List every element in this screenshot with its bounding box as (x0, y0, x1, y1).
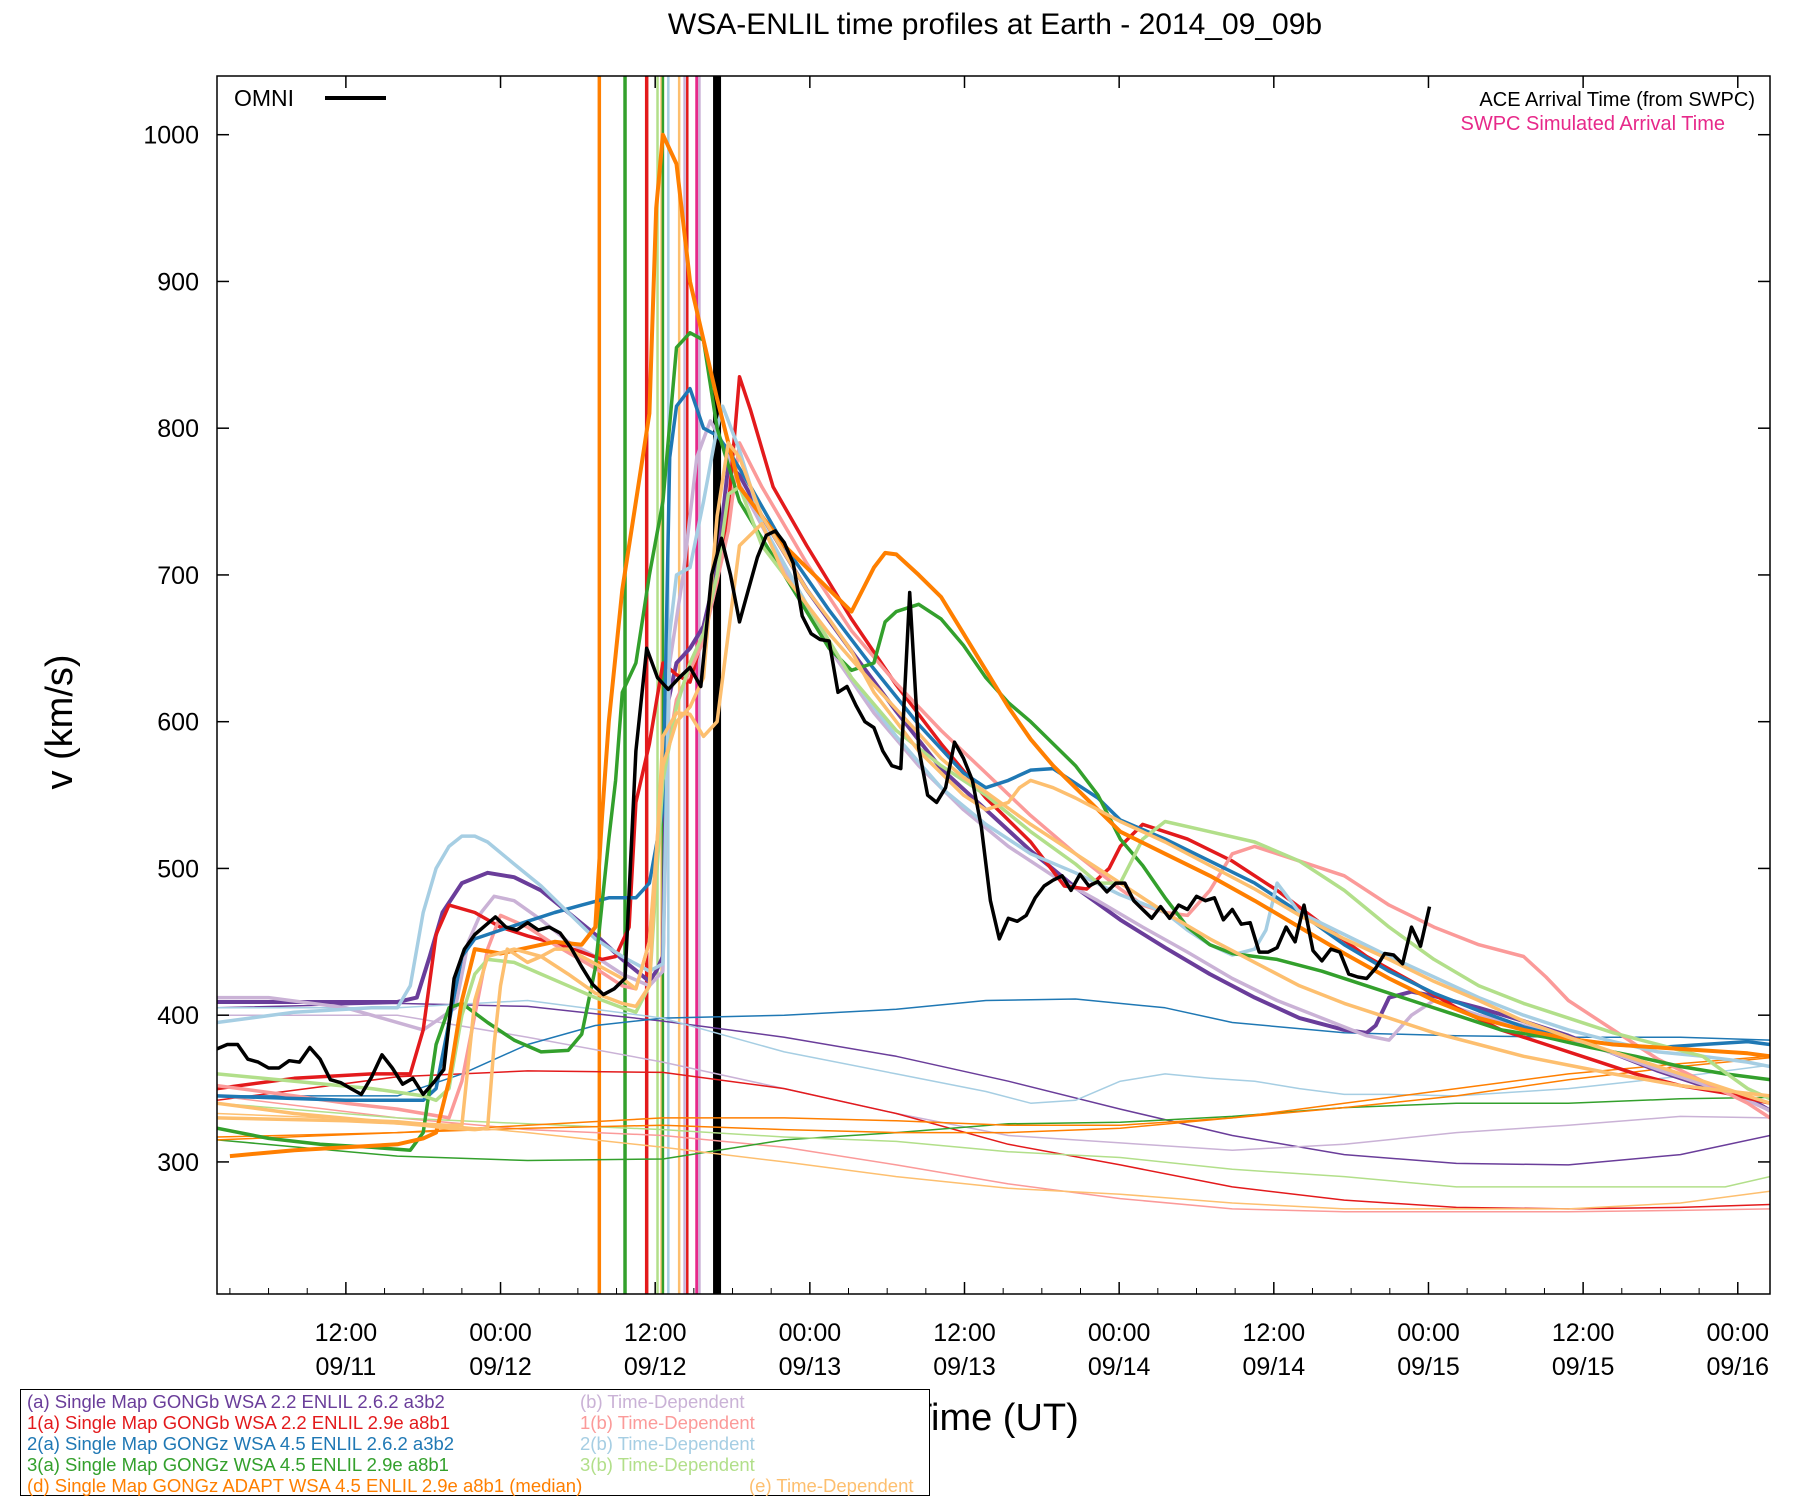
x-tick-time: 12:00 (315, 1319, 378, 1347)
series-e (217, 1112, 1770, 1210)
legend-ace-arrival: ACE Arrival Time (from SWPC) (1479, 89, 1755, 111)
y-tick-label: 300 (157, 1149, 199, 1177)
series-3a (217, 1096, 1770, 1162)
chart-title: WSA-ENLIL time profiles at Earth - 2014_… (668, 8, 1322, 41)
x-tick-date: 09/13 (933, 1353, 996, 1381)
legend-label-d: (d) Single Map GONGz ADAPT WSA 4.5 ENLIL… (27, 1475, 583, 1496)
legend-label-3a: 3(a) Single Map GONGz WSA 4.5 ENLIL 2.9e… (27, 1454, 449, 1475)
x-tick-time: 00:00 (1088, 1319, 1151, 1347)
legend-swpc-simulated: SWPC Simulated Arrival Time (1460, 113, 1725, 135)
x-tick-date: 09/12 (624, 1353, 687, 1381)
series-2a (217, 998, 1770, 1097)
x-tick-time: 00:00 (1397, 1319, 1460, 1347)
x-tick-date: 09/14 (1243, 1353, 1306, 1381)
y-axis: 300 400 500 600 700 800 900 1000 (143, 122, 1770, 1177)
series-2b (217, 999, 1770, 1104)
x-tick-time: 12:00 (1243, 1319, 1306, 1347)
x-tick-time: 12:00 (624, 1319, 687, 1347)
series-d (217, 1056, 1770, 1138)
series-e (217, 521, 1770, 1127)
legend-row: 2(a) Single Map GONGz WSA 4.5 ENLIL 2.6.… (27, 1433, 755, 1455)
series-3a (217, 331, 1770, 1152)
x-tick-time: 00:00 (469, 1319, 532, 1347)
x-tick-time: 00:00 (779, 1319, 842, 1347)
series-b (217, 1014, 1770, 1151)
series-d (229, 132, 1770, 1159)
series-e (217, 441, 1770, 1132)
legend-row: (d) Single Map GONGz ADAPT WSA 4.5 ENLIL… (27, 1475, 914, 1497)
y-tick-label: 800 (157, 415, 199, 443)
series-d (217, 1055, 1770, 1141)
x-axis: 12:00 09/11 00:00 09/12 12:00 09/12 00:00 09/13… (229, 76, 1769, 1381)
y-tick-label: 1000 (143, 122, 199, 150)
legend-label-a: (a) Single Map GONGb WSA 2.2 ENLIL 2.6.2… (27, 1391, 445, 1412)
plot-frame (216, 75, 1771, 1295)
legend-label-2a: 2(a) Single Map GONGz WSA 4.5 ENLIL 2.6.… (27, 1433, 455, 1454)
y-tick-label: 600 (157, 709, 199, 737)
series-a (217, 1002, 1770, 1166)
model-legend: (a) Single Map GONGb WSA 2.2 ENLIL 2.6.2… (20, 1389, 930, 1496)
y-tick-label: 400 (157, 1002, 199, 1030)
series-1a (217, 1070, 1770, 1210)
x-tick-date: 09/13 (779, 1353, 842, 1381)
x-tick-date: 09/15 (1552, 1353, 1615, 1381)
legend-label-3b: 3(b) Time-Dependent (580, 1454, 755, 1475)
x-tick-time: 12:00 (1552, 1319, 1615, 1347)
legend-omni-label: OMNI (234, 85, 294, 111)
series-lines (217, 132, 1770, 1213)
series-2a (217, 386, 1770, 1103)
legend-row: 3(a) Single Map GONGz WSA 4.5 ENLIL 2.9e… (27, 1454, 755, 1476)
legend-row: 1(a) Single Map GONGb WSA 2.2 ENLIL 2.9e… (27, 1412, 755, 1434)
series-3b (217, 1102, 1770, 1188)
x-tick-time: 00:00 (1706, 1319, 1769, 1347)
legend-label-b: (b) Time-Dependent (580, 1391, 745, 1412)
x-tick-date: 09/15 (1397, 1353, 1460, 1381)
x-axis-label: Time (UT) (909, 1397, 1079, 1439)
y-tick-label: 500 (157, 855, 199, 883)
series-omni (217, 529, 1432, 1097)
x-tick-date: 09/14 (1088, 1353, 1151, 1381)
legend-label-1b: 1(b) Time-Dependent (580, 1412, 755, 1433)
y-tick-label: 700 (157, 562, 199, 590)
y-tick-label: 900 (157, 268, 199, 296)
legend-row: (a) Single Map GONGb WSA 2.2 ENLIL 2.6.2… (27, 1391, 745, 1413)
legend-label-2b: 2(b) Time-Dependent (580, 1433, 755, 1454)
legend-label-e: (e) Time-Dependent (749, 1475, 914, 1496)
series-1a (217, 375, 1770, 1105)
x-tick-date: 09/16 (1706, 1353, 1769, 1381)
legend-label-1a: 1(a) Single Map GONGb WSA 2.2 ENLIL 2.9e… (27, 1412, 450, 1433)
y-axis-label: v (km/s) (39, 654, 81, 789)
x-tick-date: 09/12 (469, 1353, 532, 1381)
x-tick-time: 12:00 (933, 1319, 996, 1347)
x-tick-date: 09/11 (316, 1353, 377, 1381)
